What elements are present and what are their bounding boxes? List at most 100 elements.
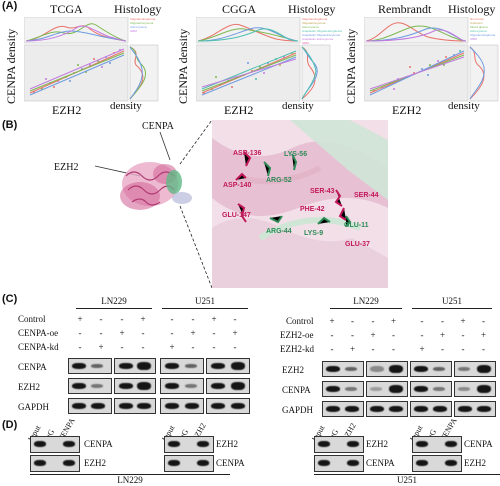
sign-cell: - [392, 330, 395, 340]
residue-label: GLU-11 [344, 222, 369, 229]
legend-item: Non-tumor [470, 17, 485, 21]
plot-title: Rembrandt [378, 2, 432, 16]
blot-row-label: EZH2 [366, 439, 388, 449]
sign-cell: + [349, 344, 356, 354]
blot-row-label: EZH2 [282, 365, 304, 375]
sign-cell: - [461, 330, 465, 340]
residue-label: GLU-147 [222, 212, 251, 219]
blot-strip [30, 455, 80, 472]
legend: Oligodendroglioma Oligoastrocytoma Astro… [302, 17, 342, 45]
blot-row-label: EZH2 [84, 458, 106, 468]
sign-cell: - [191, 314, 195, 324]
condition-label: EZH2-oe [280, 330, 314, 340]
legend-item: Oligodendroglioma [302, 17, 328, 21]
panel-a-letter: (A) [2, 0, 18, 12]
legend-item: GBM [130, 29, 137, 33]
x-axis-label: EZH2 [52, 103, 82, 117]
legend-item: Oligoastrocytoma [130, 21, 154, 25]
sign-cell: - [482, 316, 485, 326]
sign-cell: + [390, 316, 397, 326]
blot-row-label: CENPA [464, 439, 493, 449]
histology-label: Histology [288, 2, 336, 16]
legend-item: Oligodendroglioma [130, 17, 156, 21]
blot-strip [68, 398, 112, 414]
blot-strip [114, 378, 156, 394]
blot-strip [160, 378, 204, 394]
sign-cell: + [460, 316, 466, 326]
scatter-graphic [24, 17, 159, 102]
sign-cell: + [370, 330, 376, 340]
x-axis-label: EZH2 [224, 103, 254, 117]
cenpa-label: CENPA [142, 121, 174, 132]
cell-line-footer: LN229 [117, 475, 143, 485]
residue-label: ASP-140 [223, 182, 252, 189]
protein-structure [94, 119, 388, 289]
sign-cell: - [330, 344, 334, 354]
blot-strip [314, 436, 364, 453]
sign-cell: - [170, 328, 174, 338]
condition-label: EZH2-kd [280, 344, 314, 354]
residue-label: PHE-42 [300, 206, 325, 213]
sign-cell: - [351, 330, 354, 340]
sign-cell: - [371, 344, 375, 354]
blot-strip [366, 381, 408, 397]
sign-cell: + [98, 342, 104, 352]
sign-cell: + [480, 330, 487, 340]
x-axis-label: EZH2 [392, 103, 422, 117]
plot-title: TCGA [50, 2, 83, 16]
blot-strip [410, 401, 452, 417]
sign-cell: - [351, 316, 354, 326]
blot-row-label: EZH2 [216, 439, 238, 449]
plot-title: CGGA [222, 2, 257, 16]
residue-label: SER-44 [354, 192, 379, 199]
sign-cell: - [170, 314, 174, 324]
legend-item: Unknown [470, 21, 483, 25]
sign-cell: - [420, 330, 424, 340]
legend-item: Anaplastic Oligodendroglioma [302, 29, 342, 33]
legend-item: GBM [302, 41, 309, 45]
cell-line-label: U251 [195, 296, 215, 306]
sign-cell: - [212, 342, 216, 352]
legend-item: GBM [470, 37, 477, 41]
sign-cell: + [77, 314, 83, 324]
density-label: density [448, 100, 480, 112]
panel-d-letter: (D) [2, 419, 18, 431]
histology-label: Histology [448, 2, 496, 16]
sign-cell: - [461, 344, 465, 354]
sign-cell: - [212, 328, 216, 338]
legend-item: Oligoastrocytoma [302, 21, 326, 25]
legend-item: Anaplastic Oligoastrocytoma [302, 33, 341, 37]
blot-strip [454, 361, 496, 377]
legend-item: Astrocytoma [130, 25, 147, 29]
y-axis-label: CENPA density [176, 28, 190, 104]
sign-cell: - [120, 342, 124, 352]
sign-cell: - [78, 342, 82, 352]
sign-cell: - [392, 344, 395, 354]
blot-strip [68, 378, 112, 394]
scatter-graphic [196, 17, 331, 102]
blot-strip [412, 436, 462, 453]
sign-cell: - [141, 328, 145, 338]
sign-cell: - [78, 328, 82, 338]
sign-cell: - [330, 330, 334, 340]
residue-label: SER-43 [310, 188, 335, 195]
sign-cell: - [99, 314, 103, 324]
blot-strip [366, 401, 408, 417]
blot-strip [366, 361, 408, 377]
ezh2-label: EZH2 [54, 162, 79, 173]
scatter-graphic [364, 17, 499, 102]
sign-cell: + [140, 314, 146, 324]
sign-cell: - [99, 328, 103, 338]
panel-b-letter: (B) [2, 119, 18, 131]
sign-cell: + [211, 314, 217, 324]
blot-row-label: CENPA [282, 385, 311, 395]
blot-strip [114, 398, 156, 414]
blot-strip [164, 455, 214, 472]
sign-cell: - [120, 314, 124, 324]
density-label: density [282, 100, 314, 112]
histology-label: Histology [114, 2, 162, 16]
blot-row-label: CENPA [84, 439, 113, 449]
blot-row-label: CENPA [366, 458, 395, 468]
sign-cell: + [439, 330, 446, 340]
blot-strip [160, 358, 204, 374]
